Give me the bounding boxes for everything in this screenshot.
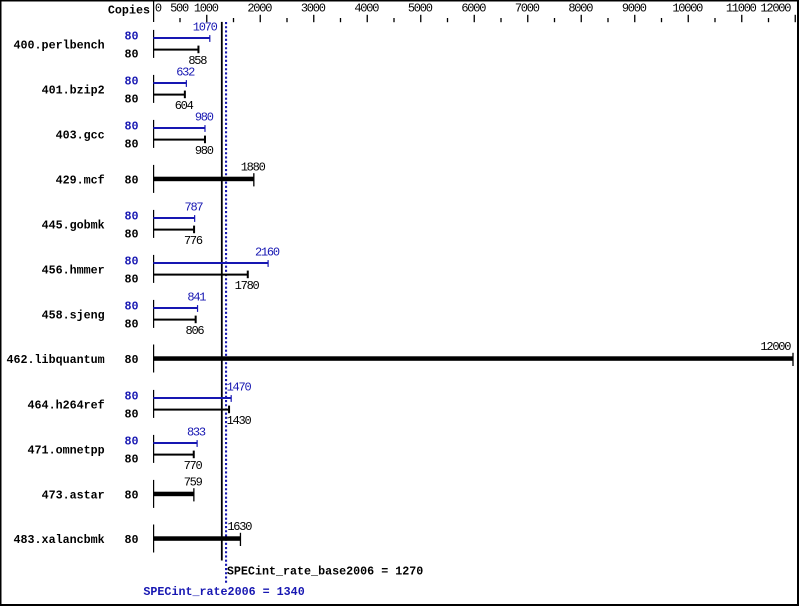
svg-text:500: 500 [170, 2, 189, 16]
svg-text:458.sjeng: 458.sjeng [42, 309, 105, 323]
svg-text:80: 80 [124, 255, 138, 269]
svg-text:787: 787 [185, 201, 204, 215]
svg-text:9000: 9000 [622, 2, 647, 16]
svg-text:80: 80 [124, 48, 138, 62]
svg-text:759: 759 [184, 476, 203, 490]
svg-text:833: 833 [187, 426, 206, 440]
svg-text:429.mcf: 429.mcf [56, 174, 105, 188]
svg-text:80: 80 [124, 390, 138, 404]
svg-text:SPECint_rate_base2006 = 1270: SPECint_rate_base2006 = 1270 [227, 565, 423, 579]
svg-text:80: 80 [124, 408, 138, 422]
svg-text:400.perlbench: 400.perlbench [14, 39, 105, 53]
svg-text:3000: 3000 [301, 2, 326, 16]
svg-text:80: 80 [124, 210, 138, 224]
svg-text:11000: 11000 [726, 2, 757, 16]
svg-text:403.gcc: 403.gcc [56, 129, 105, 143]
svg-text:471.omnetpp: 471.omnetpp [28, 444, 105, 458]
svg-text:4000: 4000 [354, 2, 379, 16]
svg-text:456.hmmer: 456.hmmer [42, 264, 105, 278]
svg-text:80: 80 [124, 533, 138, 547]
svg-text:7000: 7000 [515, 2, 540, 16]
svg-text:80: 80 [124, 138, 138, 152]
svg-text:5000: 5000 [408, 2, 433, 16]
svg-text:776: 776 [184, 234, 203, 248]
svg-text:2160: 2160 [255, 246, 280, 260]
svg-text:80: 80 [124, 174, 138, 188]
svg-text:462.libquantum: 462.libquantum [6, 353, 104, 367]
svg-text:401.bzip2: 401.bzip2 [42, 84, 105, 98]
svg-text:Copies: Copies [108, 3, 150, 17]
svg-text:80: 80 [124, 435, 138, 449]
svg-text:8000: 8000 [568, 2, 593, 16]
svg-text:1070: 1070 [193, 21, 218, 35]
svg-text:604: 604 [175, 99, 194, 113]
svg-text:80: 80 [124, 300, 138, 314]
svg-text:473.astar: 473.astar [42, 489, 105, 503]
svg-text:806: 806 [186, 324, 205, 338]
svg-text:80: 80 [124, 318, 138, 332]
svg-text:80: 80 [124, 30, 138, 44]
svg-text:980: 980 [195, 144, 214, 158]
svg-text:1630: 1630 [227, 520, 252, 534]
svg-text:632: 632 [176, 66, 195, 80]
svg-text:2000: 2000 [247, 2, 272, 16]
svg-text:80: 80 [124, 353, 138, 367]
svg-text:0: 0 [155, 2, 162, 16]
svg-text:1780: 1780 [235, 279, 260, 293]
svg-text:80: 80 [124, 75, 138, 89]
svg-text:80: 80 [124, 93, 138, 107]
svg-text:80: 80 [124, 453, 138, 467]
svg-text:841: 841 [187, 291, 206, 305]
svg-text:6000: 6000 [461, 2, 486, 16]
svg-text:80: 80 [124, 489, 138, 503]
svg-text:80: 80 [124, 120, 138, 134]
svg-text:483.xalancbmk: 483.xalancbmk [14, 533, 105, 547]
svg-text:1430: 1430 [227, 414, 252, 428]
svg-text:980: 980 [195, 111, 214, 125]
svg-text:1470: 1470 [227, 381, 252, 395]
svg-text:858: 858 [188, 54, 207, 68]
svg-text:80: 80 [124, 228, 138, 242]
svg-text:SPECint_rate2006 = 1340: SPECint_rate2006 = 1340 [143, 585, 304, 599]
svg-text:464.h264ref: 464.h264ref [28, 399, 105, 413]
svg-text:12000: 12000 [760, 340, 791, 354]
svg-text:1880: 1880 [241, 161, 266, 175]
svg-text:80: 80 [124, 273, 138, 287]
svg-text:12000: 12000 [760, 2, 791, 16]
svg-text:1000: 1000 [194, 2, 219, 16]
svg-text:445.gobmk: 445.gobmk [42, 219, 105, 233]
svg-text:770: 770 [184, 459, 203, 473]
svg-text:10000: 10000 [672, 2, 703, 16]
